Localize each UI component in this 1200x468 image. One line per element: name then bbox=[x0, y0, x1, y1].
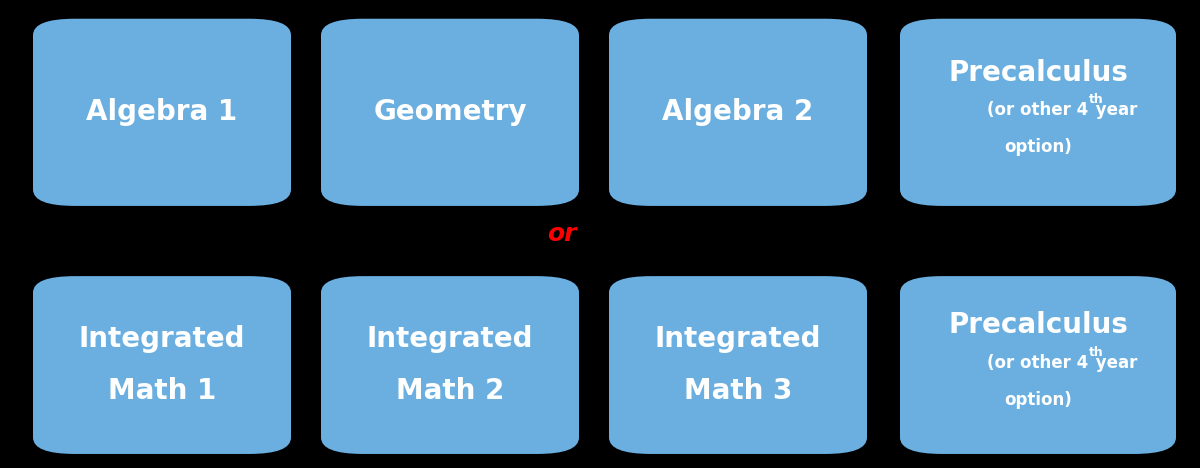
FancyBboxPatch shape bbox=[322, 276, 580, 454]
Text: year: year bbox=[1090, 354, 1136, 372]
FancyBboxPatch shape bbox=[34, 19, 292, 206]
FancyBboxPatch shape bbox=[322, 19, 580, 206]
Text: Math 2: Math 2 bbox=[396, 377, 504, 405]
Text: Integrated: Integrated bbox=[79, 325, 245, 353]
FancyBboxPatch shape bbox=[608, 276, 866, 454]
FancyBboxPatch shape bbox=[900, 276, 1176, 454]
Text: Math 1: Math 1 bbox=[108, 377, 216, 405]
Text: (or other 4: (or other 4 bbox=[988, 101, 1088, 119]
Text: Precalculus: Precalculus bbox=[948, 58, 1128, 87]
FancyBboxPatch shape bbox=[34, 276, 292, 454]
Text: Geometry: Geometry bbox=[373, 98, 527, 126]
Text: Algebra 1: Algebra 1 bbox=[86, 98, 238, 126]
Text: (or other 4: (or other 4 bbox=[988, 354, 1088, 372]
Text: or: or bbox=[547, 222, 576, 246]
Text: Precalculus: Precalculus bbox=[948, 311, 1128, 339]
FancyBboxPatch shape bbox=[900, 19, 1176, 206]
Text: option): option) bbox=[1004, 391, 1072, 409]
Text: year: year bbox=[1090, 101, 1136, 119]
Text: Integrated: Integrated bbox=[367, 325, 533, 353]
Text: th: th bbox=[1088, 346, 1103, 359]
Text: option): option) bbox=[1004, 139, 1072, 156]
Text: th: th bbox=[1088, 93, 1103, 106]
Text: Algebra 2: Algebra 2 bbox=[662, 98, 814, 126]
Text: Integrated: Integrated bbox=[655, 325, 821, 353]
FancyBboxPatch shape bbox=[608, 19, 866, 206]
Text: Math 3: Math 3 bbox=[684, 377, 792, 405]
